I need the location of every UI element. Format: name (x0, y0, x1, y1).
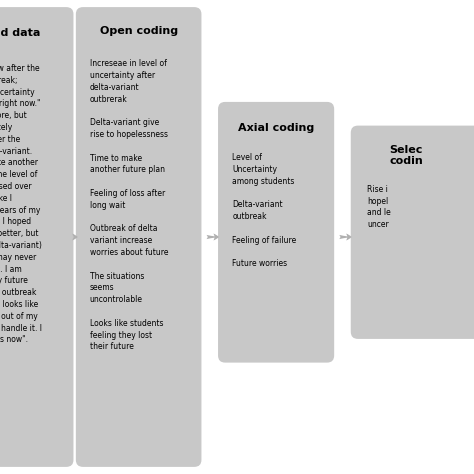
FancyBboxPatch shape (0, 7, 73, 467)
Text: Selec
codin: Selec codin (389, 145, 423, 166)
FancyBboxPatch shape (76, 7, 201, 467)
Text: Level of
Uncertainty
among students

Delta-variant
outbreak

Feeling of failure
: Level of Uncertainty among students Delt… (232, 153, 297, 268)
Text: Increseae in level of
uncertainty after
delta-variant
outbrerak

Delta-variant g: Increseae in level of uncertainty after … (90, 59, 168, 351)
Text: Rise i
hopel
and le
uncer: Rise i hopel and le uncer (367, 185, 391, 229)
FancyBboxPatch shape (351, 126, 474, 339)
Text: Axial coding: Axial coding (238, 123, 314, 133)
Text: ed data: ed data (0, 28, 40, 38)
FancyBboxPatch shape (218, 102, 334, 363)
Text: -ss now after the
t outbreak;
t of uncertainty
dents right now."
ul before, but
: -ss now after the t outbreak; t of uncer… (0, 64, 42, 345)
Text: Open coding: Open coding (100, 26, 178, 36)
